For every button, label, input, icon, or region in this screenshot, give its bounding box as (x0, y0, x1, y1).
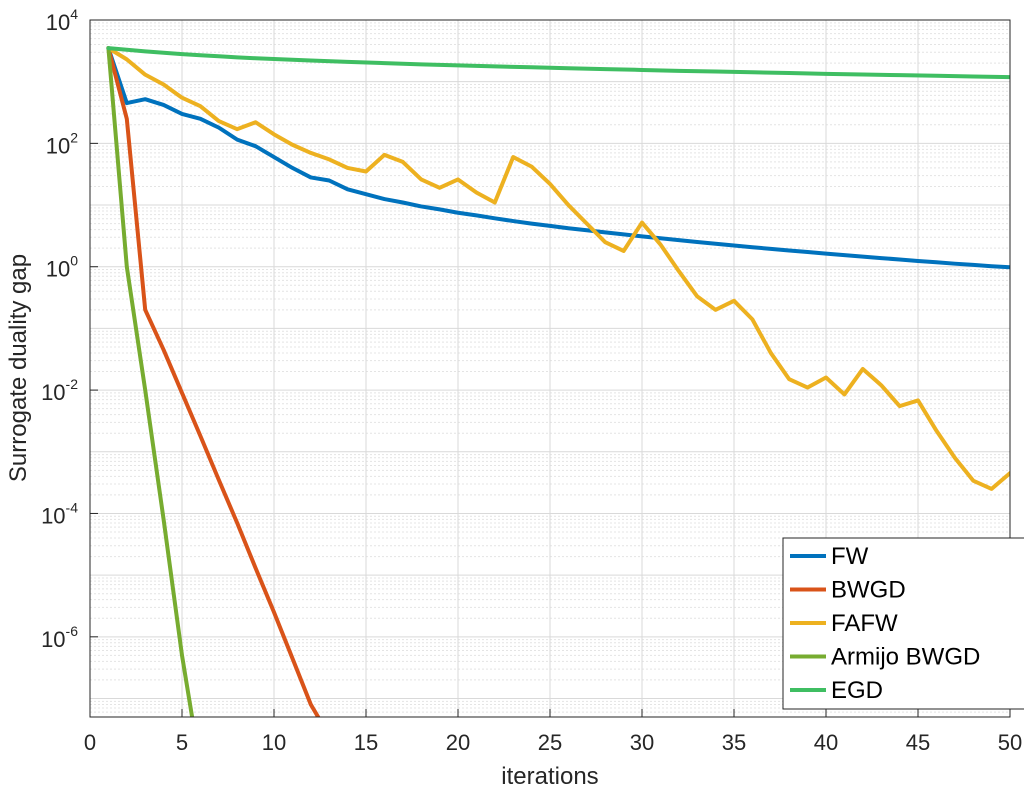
y-tick-label: 10-4 (41, 499, 78, 528)
y-tick-label: 10-2 (41, 376, 78, 405)
y-tick-label: 10-6 (41, 623, 78, 652)
legend-label: Armijo BWGD (831, 644, 980, 671)
x-tick-label: 25 (538, 730, 562, 755)
y-tick-label: 102 (46, 129, 78, 158)
x-tick-label: 50 (998, 730, 1022, 755)
legend-label: FW (831, 543, 869, 570)
series-line-egd (106, 46, 1010, 80)
y-axis-label: Surrogate duality gap (5, 254, 32, 482)
x-tick-label: 15 (354, 730, 378, 755)
x-tick-labels: 0 5 10 15 20 25 30 35 40 45 50 (84, 709, 1022, 755)
legend: FW BWGD FAFW Armijo BWGD EGD (782, 537, 1024, 710)
series-line-armijo-bwgd (106, 46, 195, 717)
y-tick-label: 104 (46, 6, 78, 35)
y-tick-labels: 104 102 100 10-2 10-4 10-6 (41, 6, 98, 652)
x-tick-label: 0 (84, 730, 96, 755)
x-tick-label: 20 (446, 730, 470, 755)
x-tick-label: 30 (630, 730, 654, 755)
x-tick-label: 10 (262, 730, 286, 755)
series-line-fafw (106, 46, 1010, 491)
y-tick-label: 100 (46, 253, 78, 282)
x-tick-label: 45 (906, 730, 930, 755)
x-axis-label: iterations (501, 763, 598, 790)
x-tick-label: 40 (814, 730, 838, 755)
series-layer (106, 46, 1010, 717)
legend-label: BWGD (831, 577, 906, 604)
x-tick-label: 5 (176, 730, 188, 755)
x-tick-label: 35 (722, 730, 746, 755)
legend-label: FAFW (831, 610, 898, 637)
legend-label: EGD (831, 677, 883, 704)
series-line-bwgd (106, 46, 321, 717)
series-line-fw (106, 46, 1010, 270)
